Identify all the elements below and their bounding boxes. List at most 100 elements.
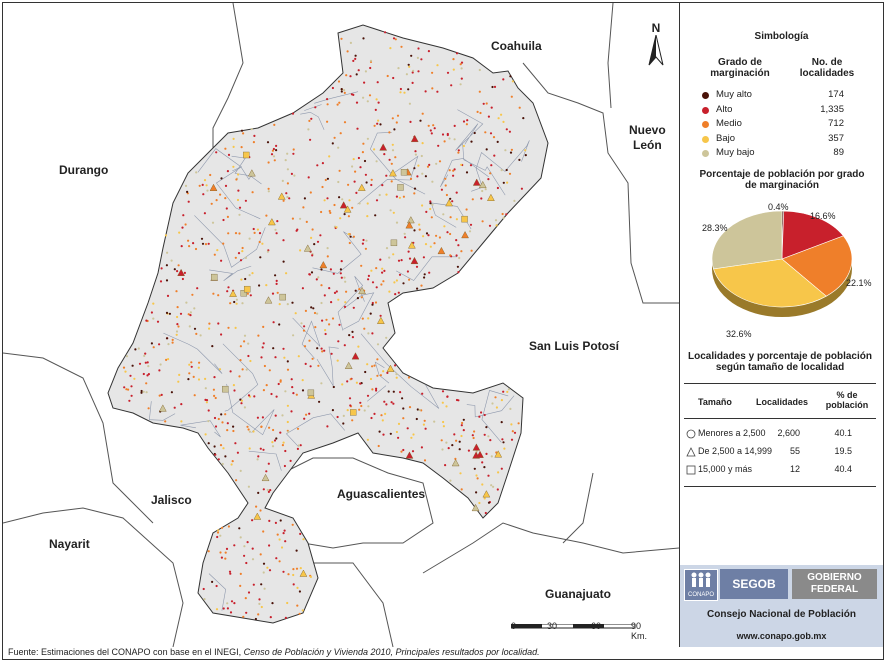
size-count: 2,600 (777, 428, 800, 438)
locality-dot (431, 71, 434, 74)
locality-dot (385, 403, 388, 406)
locality-dot (325, 318, 328, 321)
scale-tick-0: 0 (511, 621, 517, 631)
municipal-border (466, 395, 515, 418)
locality-dot (437, 144, 440, 147)
locality-dot (511, 80, 514, 83)
locality-dot (358, 288, 361, 291)
locality-dot (487, 501, 491, 504)
locality-dot (309, 365, 312, 368)
locality-dot (338, 196, 341, 199)
locality-dot (133, 377, 136, 380)
locality-dot (371, 281, 375, 284)
locality-dot (393, 128, 396, 131)
website-text: www.conapo.gob.mx (736, 631, 827, 641)
locality-dot (410, 54, 413, 57)
locality-triangle (158, 404, 167, 412)
locality-dot (471, 434, 474, 437)
locality-dot (366, 100, 369, 103)
locality-dot (414, 150, 417, 153)
locality-square (279, 293, 286, 301)
legend-row: Alto 1,335 (702, 104, 862, 116)
locality-dot (502, 120, 505, 123)
north-arrow: N (643, 21, 669, 72)
locality-dot (378, 430, 381, 433)
locality-dot (426, 165, 430, 168)
locality-dot (146, 361, 149, 364)
locality-dot (145, 319, 148, 322)
locality-dot (431, 180, 434, 183)
locality-dot (247, 354, 250, 358)
locality-dot (505, 128, 508, 131)
locality-dot (308, 339, 311, 342)
locality-dot (238, 527, 241, 530)
locality-dot (444, 464, 447, 467)
locality-dot (513, 431, 517, 434)
locality-dot (203, 212, 206, 215)
locality-dot (469, 223, 473, 226)
locality-dot (324, 178, 327, 182)
locality-dot (346, 409, 349, 412)
locality-dot (257, 334, 260, 337)
municipal-border (300, 111, 325, 130)
locality-dot (247, 485, 250, 488)
locality-dot (192, 242, 195, 245)
locality-dot (244, 256, 247, 259)
locality-dot (395, 121, 398, 124)
locality-dot (391, 143, 394, 146)
municipal-border (374, 361, 390, 384)
locality-dot (177, 264, 180, 267)
locality-dot (468, 230, 472, 233)
locality-dot (405, 73, 408, 76)
locality-dot (279, 431, 282, 434)
locality-dot (295, 549, 298, 552)
locality-dot (215, 199, 218, 202)
locality-dot (420, 446, 423, 449)
locality-dot (246, 425, 249, 428)
municipal-border (285, 413, 346, 447)
locality-dot (283, 356, 286, 359)
border-coahuila-durango (212, 3, 244, 163)
locality-dot (442, 420, 445, 424)
locality-dot (451, 444, 454, 447)
locality-dot (455, 254, 458, 257)
locality-dot (227, 286, 230, 289)
locality-dot (286, 195, 289, 199)
locality-dot (251, 519, 254, 522)
locality-dot (375, 199, 379, 202)
locality-dot (140, 389, 143, 393)
locality-dot (442, 213, 445, 216)
legend-row: Muy bajo 89 (702, 147, 862, 159)
locality-dot (288, 197, 291, 200)
locality-dot (260, 356, 263, 359)
size-label: De 2,500 a 14,999 (698, 446, 773, 456)
locality-dot (231, 460, 234, 463)
locality-triangle (408, 241, 416, 249)
municipal-border (222, 343, 259, 412)
locality-dot (300, 322, 303, 325)
locality-dot (418, 408, 421, 412)
locality-dot (366, 363, 369, 366)
source-note: Fuente: Estimaciones del CONAPO con base… (8, 647, 540, 657)
segob-logo: SEGOB (720, 569, 788, 599)
locality-dot (347, 183, 350, 186)
locality-dot (367, 278, 370, 281)
locality-triangle (351, 352, 360, 360)
locality-dot (392, 253, 395, 256)
locality-dot (259, 553, 262, 556)
locality-dot (320, 284, 323, 287)
locality-triangle (386, 364, 395, 372)
locality-dot (145, 382, 148, 385)
locality-dot (369, 66, 372, 70)
locality-dot (239, 469, 242, 472)
locality-dot (224, 147, 227, 150)
locality-dot (311, 357, 314, 360)
locality-dot (292, 334, 295, 337)
locality-dot (369, 377, 373, 381)
locality-dot (363, 81, 366, 84)
locality-dot (505, 168, 508, 172)
locality-dot (234, 256, 237, 259)
locality-dot (429, 245, 432, 248)
locality-dot (455, 52, 459, 55)
